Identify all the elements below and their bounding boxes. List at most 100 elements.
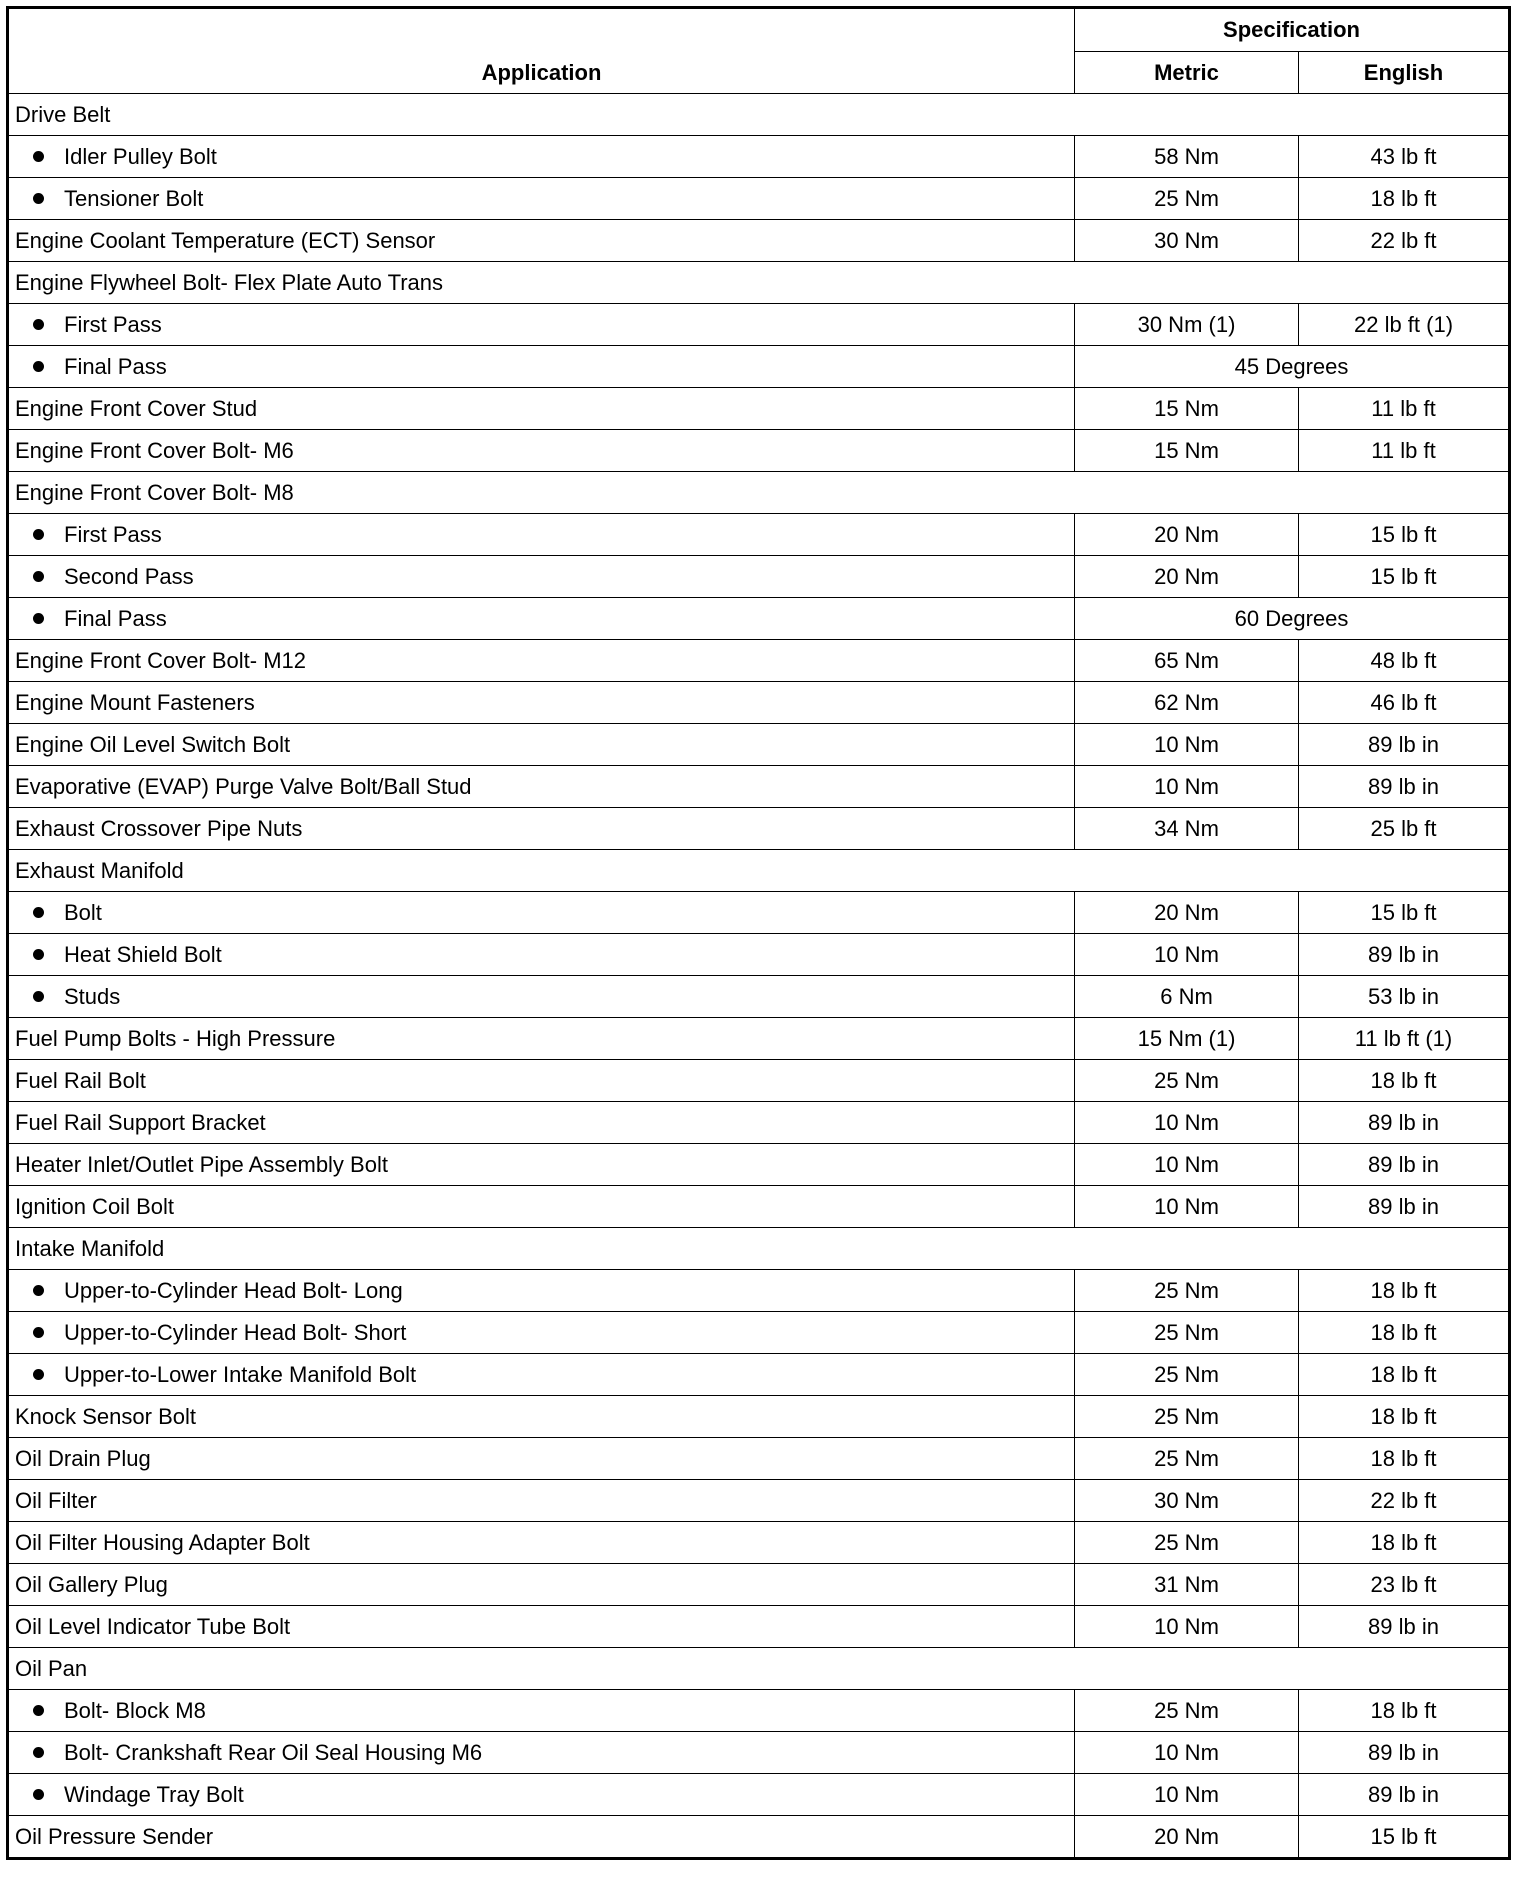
bullet-icon: [33, 192, 44, 204]
application-cell: Ignition Coil Bolt: [7, 1185, 1075, 1228]
english-cell: 48 lb ft: [1297, 639, 1511, 682]
table-row: Engine Coolant Temperature (ECT) Sensor 3…: [7, 219, 1511, 262]
metric-cell: 10 Nm: [1074, 1773, 1299, 1816]
application-label: Bolt- Block M8: [64, 1698, 206, 1723]
english-cell: 15 lb ft: [1297, 1815, 1511, 1859]
application-cell: First Pass: [7, 303, 1075, 346]
application-label: Engine Front Cover Bolt- M12: [15, 648, 307, 673]
application-label: Knock Sensor Bolt: [15, 1404, 196, 1429]
application-label: Upper-to-Cylinder Head Bolt- Long: [64, 1278, 403, 1303]
application-label: Bolt: [64, 900, 102, 925]
application-label: Studs: [64, 984, 121, 1009]
application-cell: Engine Front Cover Bolt- M6: [7, 429, 1075, 472]
english-cell: 18 lb ft: [1297, 1311, 1511, 1354]
metric-cell: 10 Nm: [1074, 1605, 1299, 1648]
application-cell: Engine Oil Level Switch Bolt: [7, 723, 1075, 766]
english-cell: 18 lb ft: [1297, 1689, 1511, 1732]
application-label: Oil Gallery Plug: [15, 1572, 168, 1597]
metric-cell: 25 Nm: [1074, 1395, 1299, 1438]
bullet-icon: [33, 1368, 44, 1380]
table-row: Fuel Pump Bolts - High Pressure 15 Nm (1)…: [7, 1017, 1511, 1060]
table-row: Ignition Coil Bolt 10 Nm 89 lb in: [7, 1185, 1511, 1228]
application-cell: Windage Tray Bolt: [7, 1773, 1075, 1816]
metric-cell: 31 Nm: [1074, 1563, 1299, 1606]
application-cell: Oil Level Indicator Tube Bolt: [7, 1605, 1075, 1648]
application-label: Evaporative (EVAP) Purge Valve Bolt/Ball…: [15, 774, 472, 799]
application-label: Ignition Coil Bolt: [15, 1194, 174, 1219]
application-cell: Exhaust Manifold: [6, 849, 1511, 892]
metric-cell: 25 Nm: [1074, 177, 1299, 220]
metric-cell: 30 Nm: [1074, 219, 1299, 262]
metric-cell: 10 Nm: [1074, 1731, 1299, 1774]
application-cell: Oil Pan: [6, 1647, 1511, 1690]
table-row: Upper-to-Cylinder Head Bolt- Short 25 Nm 1…: [7, 1311, 1511, 1354]
metric-cell: 10 Nm: [1074, 723, 1299, 766]
english-cell: 18 lb ft: [1297, 1437, 1511, 1480]
application-label: Heater Inlet/Outlet Pipe Assembly Bolt: [15, 1152, 388, 1177]
application-label: Upper-to-Lower Intake Manifold Bolt: [64, 1362, 417, 1387]
application-cell: Evaporative (EVAP) Purge Valve Bolt/Ball…: [7, 765, 1075, 808]
application-cell: Bolt: [7, 891, 1075, 934]
bullet-icon: [33, 1326, 44, 1338]
application-label: Heat Shield Bolt: [64, 942, 222, 967]
english-cell: 11 lb ft: [1297, 429, 1511, 472]
specification-cell: 45 Degrees: [1073, 345, 1511, 388]
table-row: Bolt 20 Nm 15 lb ft: [7, 891, 1511, 934]
application-cell: Oil Drain Plug: [7, 1437, 1075, 1480]
english-header: English: [1297, 50, 1511, 94]
english-cell: 25 lb ft: [1297, 807, 1511, 850]
application-label: First Pass: [64, 312, 162, 337]
application-label: Oil Level Indicator Tube Bolt: [15, 1614, 291, 1639]
table-row: Exhaust Crossover Pipe Nuts 34 Nm 25 lb ft: [7, 807, 1511, 850]
application-cell: Heat Shield Bolt: [7, 933, 1075, 976]
application-cell: Upper-to-Cylinder Head Bolt- Long: [7, 1269, 1075, 1312]
application-label: First Pass: [64, 522, 162, 547]
metric-cell: 20 Nm: [1074, 555, 1299, 598]
application-label: Exhaust Manifold: [15, 858, 184, 883]
bullet-icon: [33, 528, 44, 540]
table-row: Engine Front Cover Bolt- M8: [6, 471, 1511, 514]
torque-specification-table: Application Specification Metric English…: [6, 6, 1512, 1860]
english-cell: 11 lb ft (1): [1297, 1017, 1511, 1060]
metric-cell: 10 Nm: [1074, 1185, 1299, 1228]
metric-cell: 10 Nm: [1074, 933, 1299, 976]
english-cell: 15 lb ft: [1297, 513, 1511, 556]
application-label: Oil Pan: [15, 1656, 88, 1681]
metric-cell: 30 Nm: [1074, 1479, 1299, 1522]
application-label: Exhaust Crossover Pipe Nuts: [15, 816, 303, 841]
application-cell: Final Pass: [7, 597, 1075, 640]
table-row: Drive Belt: [6, 93, 1511, 136]
metric-cell: 30 Nm (1): [1074, 303, 1299, 346]
english-cell: 18 lb ft: [1297, 1269, 1511, 1312]
metric-cell: 20 Nm: [1074, 1815, 1299, 1859]
table-row: Fuel Rail Bolt 25 Nm 18 lb ft: [7, 1059, 1511, 1102]
english-cell: 89 lb in: [1297, 933, 1511, 976]
application-label: Windage Tray Bolt: [64, 1782, 244, 1807]
application-label: Drive Belt: [15, 102, 111, 127]
table-row: Intake Manifold: [6, 1227, 1511, 1270]
application-cell: Engine Mount Fasteners: [7, 681, 1075, 724]
application-cell: Knock Sensor Bolt: [7, 1395, 1075, 1438]
table-row: Final Pass 60 Degrees: [7, 597, 1511, 640]
bullet-icon: [33, 948, 44, 960]
application-cell: Final Pass: [7, 345, 1075, 388]
english-cell: 46 lb ft: [1297, 681, 1511, 724]
application-cell: Idler Pulley Bolt: [7, 135, 1075, 178]
metric-cell: 20 Nm: [1074, 513, 1299, 556]
metric-cell: 25 Nm: [1074, 1689, 1299, 1732]
application-label: Final Pass: [64, 606, 167, 631]
metric-cell: 10 Nm: [1074, 765, 1299, 808]
english-cell: 22 lb ft: [1297, 1479, 1511, 1522]
application-cell: Second Pass: [7, 555, 1075, 598]
metric-cell: 25 Nm: [1074, 1437, 1299, 1480]
table-row: Engine Front Cover Bolt- M12 65 Nm 48 lb f…: [7, 639, 1511, 682]
table-row: Bolt- Block M8 25 Nm 18 lb ft: [7, 1689, 1511, 1732]
table-row: Oil Filter 30 Nm 22 lb ft: [7, 1479, 1511, 1522]
application-cell: Fuel Pump Bolts - High Pressure: [7, 1017, 1075, 1060]
application-cell: Intake Manifold: [6, 1227, 1511, 1270]
application-label: Engine Coolant Temperature (ECT) Sensor: [15, 228, 436, 253]
table-row: Engine Oil Level Switch Bolt 10 Nm 89 lb i…: [7, 723, 1511, 766]
table-row: Tensioner Bolt 25 Nm 18 lb ft: [7, 177, 1511, 220]
english-cell: 11 lb ft: [1297, 387, 1511, 430]
specification-header: Specification: [1073, 7, 1511, 52]
